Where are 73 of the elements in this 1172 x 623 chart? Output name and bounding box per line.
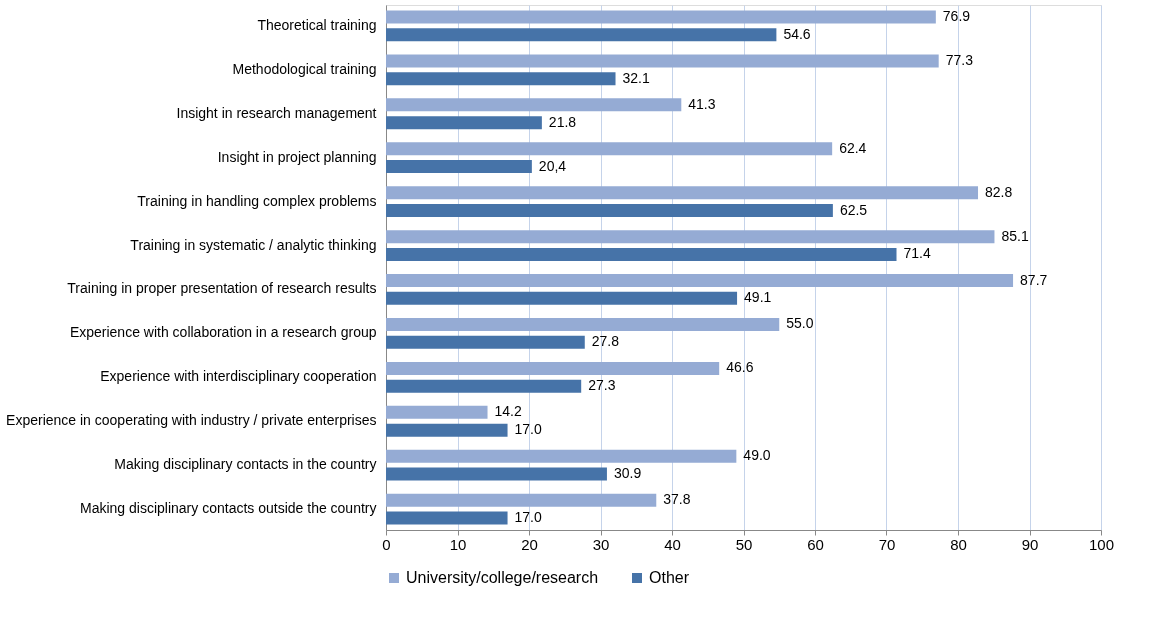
data-label: 49.0 bbox=[743, 447, 771, 464]
y-tick-label: Experience in cooperating with industry / private enterprises bbox=[6, 412, 377, 429]
data-label: 32.1 bbox=[622, 69, 650, 86]
x-tick-label: 50 bbox=[735, 535, 753, 553]
data-label: 20,4 bbox=[538, 157, 567, 174]
data-label: 55.0 bbox=[786, 315, 814, 332]
y-tick-label: Making disciplinary contacts outside the country bbox=[80, 500, 377, 517]
data-label: 85.1 bbox=[1001, 227, 1029, 244]
bar bbox=[386, 493, 657, 507]
data-label: 17.0 bbox=[514, 421, 543, 438]
y-tick-label: Experience with interdisciplinary cooperation bbox=[100, 368, 377, 385]
data-label: 54.6 bbox=[783, 25, 811, 42]
data-label: 17.0 bbox=[514, 509, 543, 526]
data-label: 62.5 bbox=[839, 201, 868, 218]
bar bbox=[386, 247, 897, 261]
x-tick-label: 0 bbox=[382, 535, 391, 553]
data-label: 21.8 bbox=[548, 113, 577, 130]
bar bbox=[386, 230, 995, 244]
bar bbox=[386, 160, 532, 174]
bar bbox=[386, 317, 780, 331]
x-tick-label: 40 bbox=[664, 535, 681, 553]
data-label: 77.3 bbox=[945, 51, 974, 68]
y-tick-label: Training in handling complex problems bbox=[137, 192, 377, 209]
x-tick-label: 70 bbox=[878, 535, 896, 553]
data-label: 27.8 bbox=[591, 333, 620, 350]
bar bbox=[386, 274, 1014, 288]
legend-label: Other bbox=[649, 569, 690, 586]
y-tick-label: Training in systematic / analytic thinking bbox=[130, 236, 377, 253]
x-tick-label: 80 bbox=[950, 535, 967, 553]
data-label: 82.8 bbox=[985, 183, 1013, 200]
x-tick-label: 30 bbox=[592, 535, 610, 553]
data-label: 71.4 bbox=[903, 245, 931, 262]
bar bbox=[386, 28, 777, 42]
data-label: 87.7 bbox=[1020, 271, 1048, 288]
bar bbox=[386, 449, 737, 463]
y-tick-label: Methodological training bbox=[232, 60, 377, 77]
x-tick-label: 10 bbox=[449, 535, 467, 553]
x-tick-label: 60 bbox=[807, 535, 824, 553]
data-label: 37.8 bbox=[663, 491, 691, 508]
data-label: 41.3 bbox=[688, 95, 716, 112]
y-tick-label: Experience with collaboration in a research group bbox=[69, 324, 377, 341]
bar bbox=[386, 467, 607, 481]
bar bbox=[386, 361, 720, 375]
y-tick-label: Theoretical training bbox=[257, 16, 377, 33]
bar bbox=[386, 186, 979, 200]
y-tick-label: Making disciplinary contacts in the country bbox=[114, 456, 377, 473]
bar bbox=[386, 379, 582, 393]
bar bbox=[386, 10, 936, 24]
legend-label: University/college/research bbox=[406, 569, 599, 586]
bar bbox=[386, 405, 488, 419]
y-tick-label: Insight in project planning bbox=[217, 148, 377, 165]
bar bbox=[386, 72, 616, 86]
x-tick-label: 20 bbox=[521, 535, 538, 553]
x-tick-label: 90 bbox=[1021, 535, 1039, 553]
bar bbox=[386, 511, 508, 525]
data-label: 46.6 bbox=[726, 359, 754, 376]
bar bbox=[386, 54, 939, 68]
y-tick-label: Training in proper presentation of research results bbox=[67, 280, 377, 297]
data-label: 76.9 bbox=[942, 7, 971, 24]
bar bbox=[386, 204, 833, 218]
bar bbox=[386, 116, 542, 130]
bar bbox=[386, 98, 682, 112]
bar bbox=[386, 423, 508, 437]
bar bbox=[386, 291, 738, 305]
bar bbox=[386, 142, 833, 156]
data-label: 14.2 bbox=[494, 403, 522, 420]
data-label: 62.4 bbox=[839, 139, 867, 156]
y-tick-label: Insight in research management bbox=[176, 104, 377, 121]
data-label: 27.3 bbox=[588, 377, 616, 394]
data-label: 49.1 bbox=[744, 289, 772, 306]
bar bbox=[386, 335, 585, 349]
x-tick-label: 100 bbox=[1088, 535, 1115, 553]
data-label: 30.9 bbox=[613, 465, 642, 482]
